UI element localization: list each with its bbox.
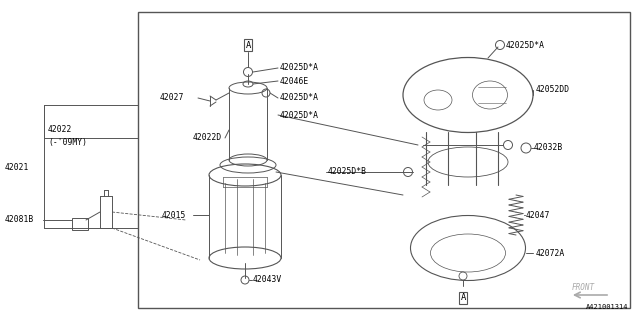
Text: A421001314: A421001314 (586, 304, 628, 310)
Text: 42052DD: 42052DD (536, 85, 570, 94)
Text: A: A (460, 293, 466, 302)
Text: 42081B: 42081B (5, 215, 35, 225)
Text: (-'09MY): (-'09MY) (48, 138, 87, 147)
Text: 42021: 42021 (5, 164, 29, 172)
Text: A: A (245, 41, 251, 50)
Text: 42043V: 42043V (253, 276, 282, 284)
Text: 42015: 42015 (162, 211, 186, 220)
Bar (72, 218, 88, 230)
Text: 42022: 42022 (48, 125, 72, 134)
Text: 42027: 42027 (160, 93, 184, 102)
Text: 42025D*A: 42025D*A (280, 110, 319, 119)
Text: 42025D*A: 42025D*A (280, 63, 319, 73)
Text: 42072A: 42072A (536, 249, 565, 258)
Text: 42025D*A: 42025D*A (280, 93, 319, 102)
Text: 42025D*B: 42025D*B (328, 167, 367, 177)
Text: 42032B: 42032B (534, 143, 563, 153)
Text: 42046E: 42046E (280, 76, 309, 85)
Text: 42047: 42047 (526, 211, 550, 220)
Text: 42025D*A: 42025D*A (506, 41, 545, 50)
Text: FRONT: FRONT (572, 283, 595, 292)
Bar (138, 12, 630, 308)
Text: 42022D: 42022D (193, 133, 222, 142)
